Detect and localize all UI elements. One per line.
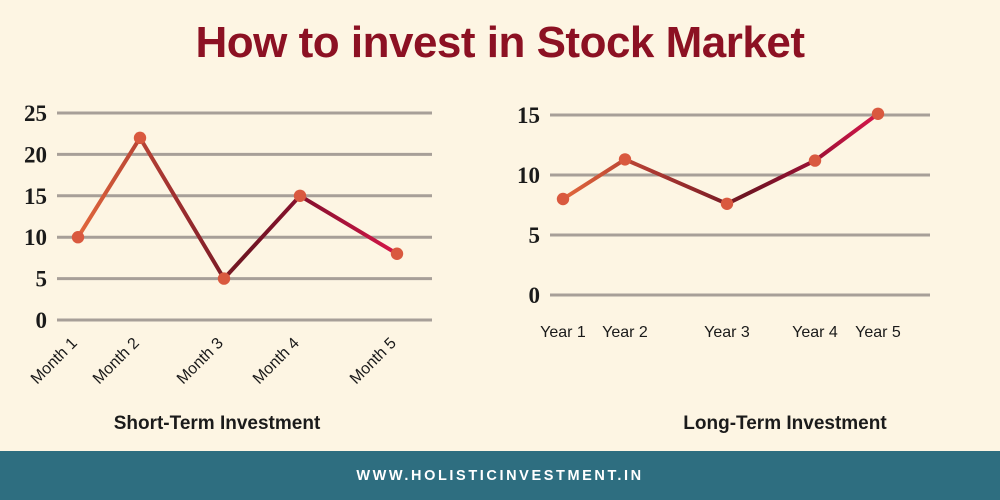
y-axis-labels-long-term: 0 5 10 15 — [517, 103, 540, 308]
data-markers-short-term — [71, 131, 404, 285]
y-tick-label: 15 — [517, 103, 540, 128]
gridlines-short-term — [57, 111, 432, 322]
chart-long-term: 0 5 10 15 Year 1 Year 2 Year 3 Year 4 Year 5 Lo… — [490, 0, 1000, 451]
data-point-marker — [720, 197, 734, 210]
y-tick-label: 10 — [517, 163, 540, 188]
data-point-marker — [293, 189, 307, 202]
data-point-marker — [71, 231, 85, 244]
y-tick-label: 25 — [24, 101, 47, 126]
x-tick-label: Month 3 — [174, 335, 227, 388]
y-tick-label: 10 — [24, 225, 47, 250]
x-tick-label: Month 1 — [28, 335, 81, 388]
x-axis-labels-short-term: Month 1 Month 2 Month 3 Month 4 Month 5 — [28, 335, 400, 388]
x-tick-label: Month 4 — [250, 335, 303, 388]
gridlines-long-term — [550, 113, 930, 297]
y-tick-label: 0 — [36, 308, 48, 333]
data-line-long-term — [561, 111, 880, 206]
chart-caption-long-term: Long-Term Investment — [683, 413, 887, 434]
chart-caption-short-term: Short-Term Investment — [113, 413, 321, 434]
y-tick-label: 5 — [529, 223, 541, 248]
data-markers-long-term — [556, 107, 885, 210]
x-tick-label: Year 3 — [704, 324, 750, 341]
data-point-marker — [133, 131, 147, 145]
data-point-marker — [556, 192, 570, 206]
x-tick-label: Month 2 — [90, 335, 143, 388]
y-tick-label: 15 — [24, 184, 47, 209]
chart-long-term-svg: 0 5 10 15 Year 1 Year 2 Year 3 Year 4 Year 5 — [517, 103, 930, 341]
y-tick-label: 0 — [529, 283, 541, 308]
x-tick-label: Month 5 — [347, 335, 400, 388]
data-point-marker — [871, 107, 885, 121]
y-axis-labels-short-term: 0 5 10 15 20 25 — [24, 101, 47, 333]
x-tick-label: Year 4 — [792, 324, 838, 341]
x-tick-label: Year 2 — [602, 324, 648, 341]
x-tick-label: Year 1 — [540, 324, 586, 341]
page-title: How to invest in Stock Market — [195, 18, 805, 67]
data-point-marker — [217, 272, 231, 285]
site-footer: WWW.HOLISTICINVESTMENT.IN — [0, 451, 1000, 500]
x-axis-labels-long-term: Year 1 Year 2 Year 3 Year 4 Year 5 — [540, 324, 901, 341]
data-point-marker — [390, 247, 404, 260]
x-tick-label: Year 5 — [855, 324, 901, 341]
data-point-marker — [808, 154, 822, 167]
y-tick-label: 5 — [36, 267, 48, 292]
footer-url: WWW.HOLISTICINVESTMENT.IN — [356, 467, 644, 484]
data-line-short-term — [76, 135, 399, 281]
y-tick-label: 20 — [24, 142, 47, 167]
data-point-marker — [618, 153, 632, 166]
